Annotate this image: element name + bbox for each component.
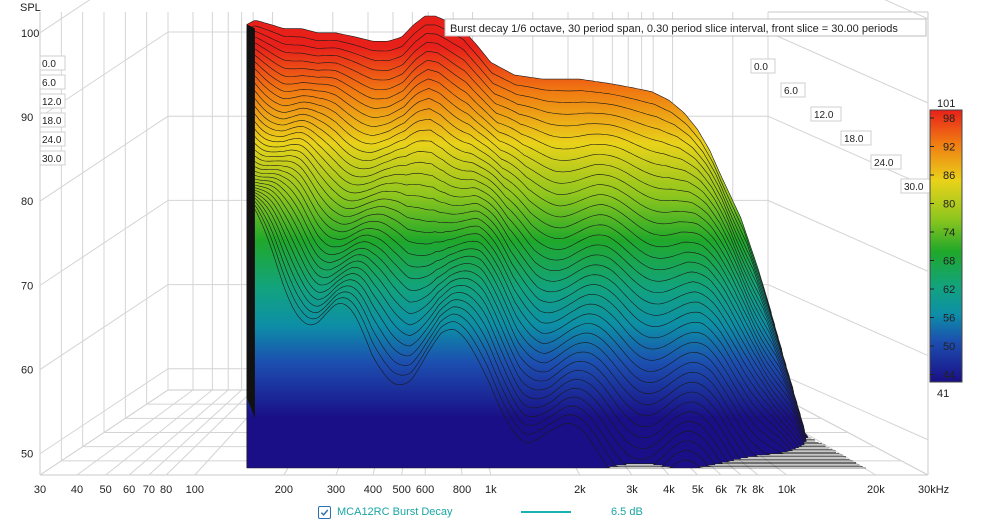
x-tick-label: 60 bbox=[123, 484, 135, 496]
x-tick-label: 7k bbox=[735, 484, 747, 496]
x-tick-labels: 30 40 50 60 70 80 100 200 300 400 500 600 800 1k 2k 3k 4… bbox=[34, 484, 949, 496]
x-tick-label: 10k bbox=[778, 484, 796, 496]
x-tick-label: 200 bbox=[275, 484, 293, 496]
legend-series-name: MCA12RC Burst Decay bbox=[337, 506, 453, 518]
colorbar-tick-label: 68 bbox=[943, 256, 955, 268]
y-tick-label: 100 bbox=[21, 28, 39, 40]
legend-line-swatch bbox=[521, 511, 571, 513]
x-tick-label: 3k bbox=[626, 484, 638, 496]
slice-side-wall bbox=[246, 24, 255, 418]
x-tick-label: 2k bbox=[574, 484, 586, 496]
x-tick-label: 300 bbox=[327, 484, 345, 496]
chart-title: Burst decay 1/6 octave, 30 period span, … bbox=[444, 18, 927, 37]
z-tick-label: 0.0 bbox=[754, 62, 768, 73]
colorbar-tick-label: 74 bbox=[943, 227, 955, 239]
z-tick-label: 30.0 bbox=[904, 182, 924, 193]
x-tick-label: 1k bbox=[485, 484, 497, 496]
x-tick-label: 800 bbox=[453, 484, 471, 496]
colorbar-tick-label: 56 bbox=[943, 313, 955, 325]
legend-checkbox[interactable] bbox=[318, 505, 331, 519]
x-tick-label: 20k bbox=[867, 484, 885, 496]
x-tick-label: 80 bbox=[160, 484, 172, 496]
z-tick-label: 24.0 bbox=[874, 158, 894, 169]
y-tick-label: 80 bbox=[21, 196, 33, 208]
x-tick-label: 8k bbox=[752, 484, 764, 496]
x-tick-label: 50 bbox=[100, 484, 112, 496]
x-tick-label: 100 bbox=[186, 484, 204, 496]
x-tick-label: 400 bbox=[364, 484, 382, 496]
waterfall-slice bbox=[246, 187, 866, 469]
y-axis-label: SPL bbox=[20, 2, 41, 14]
chart-title-text: Burst decay 1/6 octave, 30 period span, … bbox=[450, 23, 898, 35]
colorbar-tick-label: 50 bbox=[943, 341, 955, 353]
colorbar-top-label: 101 bbox=[937, 98, 955, 110]
x-tick-label: 600 bbox=[416, 484, 434, 496]
x-tick-label: 30kHz bbox=[918, 484, 949, 496]
colorbar-tick-label: 86 bbox=[943, 170, 955, 182]
z-tick-label: 18.0 bbox=[42, 116, 62, 127]
x-tick-label: 500 bbox=[392, 484, 410, 496]
legend-value: 6.5 dB bbox=[611, 506, 643, 518]
y-tick-label: 50 bbox=[21, 449, 33, 461]
colorbar-tick-label: 98 bbox=[943, 113, 955, 125]
x-tick-label: 6k bbox=[715, 484, 727, 496]
legend: MCA12RC Burst Decay 6.5 dB bbox=[318, 503, 658, 521]
z-tick-label: 24.0 bbox=[42, 135, 62, 146]
colorbar-tick-label: 92 bbox=[943, 142, 955, 154]
x-tick-label: 4k bbox=[663, 484, 675, 496]
x-tick-label: 5k bbox=[692, 484, 704, 496]
z-tick-label: 12.0 bbox=[814, 110, 834, 121]
colorbar-bottom-label: 41 bbox=[937, 388, 949, 400]
x-tick-label: 30 bbox=[34, 484, 46, 496]
z-tick-label: 18.0 bbox=[844, 134, 864, 145]
z-tick-label: 6.0 bbox=[784, 86, 798, 97]
z-tick-label: 0.0 bbox=[42, 59, 56, 70]
y-tick-labels: 100 90 80 70 60 50 bbox=[21, 28, 39, 461]
colorbar-tick-label: 80 bbox=[943, 199, 955, 211]
y-tick-label: 60 bbox=[21, 365, 33, 377]
colorbar-tick-label: 62 bbox=[943, 284, 955, 296]
z-tick-labels-left: 0.0 6.0 12.0 18.0 24.0 30.0 bbox=[39, 55, 66, 166]
x-tick-label: 70 bbox=[143, 484, 155, 496]
x-tick-label: 40 bbox=[71, 484, 83, 496]
color-scale-bar: 101 98 92 86 80 74 68 62 56 50 44 41 bbox=[929, 98, 963, 400]
colorbar-tick-label: 44 bbox=[943, 370, 955, 382]
y-tick-label: 70 bbox=[21, 280, 33, 292]
z-tick-label: 6.0 bbox=[42, 78, 56, 89]
z-tick-label: 12.0 bbox=[42, 97, 62, 108]
waterfall-slices bbox=[246, 15, 866, 469]
z-tick-label: 30.0 bbox=[42, 154, 62, 165]
y-tick-label: 90 bbox=[21, 112, 33, 124]
